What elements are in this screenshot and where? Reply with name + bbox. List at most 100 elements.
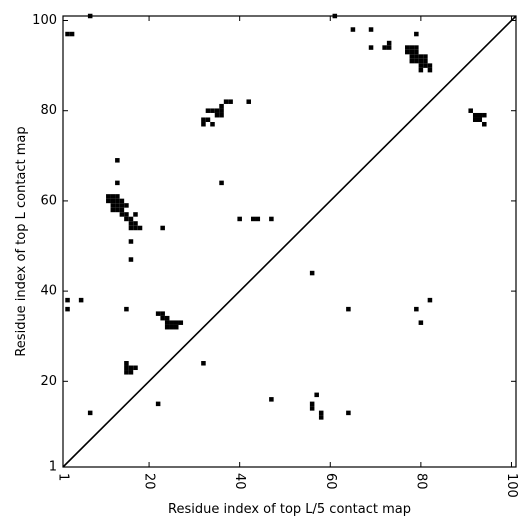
plot-frame xyxy=(62,15,517,468)
contact-cell xyxy=(137,225,143,231)
contact-cell xyxy=(205,108,211,113)
contact-cell xyxy=(219,108,224,113)
contact-cell xyxy=(119,212,125,217)
contact-cell xyxy=(423,58,428,64)
contact-cell xyxy=(386,45,392,50)
contact-cell xyxy=(128,239,134,244)
contact-cell xyxy=(65,297,70,303)
x-tick-label: 60 xyxy=(323,473,338,490)
contact-cell xyxy=(110,207,116,213)
contact-cell xyxy=(124,216,129,222)
contact-cell xyxy=(133,221,138,226)
contact-cell xyxy=(169,324,174,330)
contact-cell xyxy=(205,117,211,122)
contact-cell xyxy=(309,270,315,276)
contact-cell xyxy=(128,225,134,231)
contact-cell xyxy=(164,315,170,321)
y-tick-label: 20 xyxy=(40,374,57,389)
contact-cell xyxy=(87,410,93,416)
contact-cell xyxy=(110,203,116,208)
contact-cell xyxy=(115,158,120,163)
contact-cell xyxy=(269,397,274,402)
contact-cell xyxy=(318,415,324,420)
contact-cell xyxy=(133,225,138,231)
contact-cell xyxy=(78,297,84,303)
contact-cell xyxy=(128,216,134,222)
contact-cell xyxy=(210,121,215,127)
contact-cell xyxy=(173,320,179,325)
contact-cell xyxy=(128,365,134,371)
contact-cell xyxy=(418,63,424,68)
contact-cell xyxy=(115,180,120,186)
contact-cell xyxy=(115,207,120,213)
contact-cell xyxy=(110,194,116,199)
contact-cell xyxy=(124,203,129,208)
contact-cell xyxy=(409,45,415,50)
contact-cell xyxy=(246,99,251,104)
contact-cell xyxy=(255,216,261,222)
contact-cell xyxy=(106,198,111,204)
contact-cell xyxy=(346,410,351,416)
contact-cell xyxy=(269,216,274,222)
contact-cell xyxy=(169,320,174,325)
contact-cell xyxy=(69,31,75,37)
contact-cell xyxy=(368,45,374,50)
contact-cell xyxy=(160,315,165,321)
contact-cell xyxy=(219,180,224,186)
contact-cell xyxy=(382,45,387,50)
contact-cell xyxy=(427,297,433,303)
contact-cell xyxy=(115,203,120,208)
contact-cell xyxy=(201,361,206,366)
contact-cell xyxy=(418,54,424,59)
x-tick-label: 100 xyxy=(504,473,519,498)
y-axis-label: Residue index of top L contact map xyxy=(14,126,29,356)
diagonal-line xyxy=(62,15,517,468)
contact-cell xyxy=(314,392,319,398)
contact-cell xyxy=(155,401,161,407)
contact-cell xyxy=(124,306,129,312)
contact-cell xyxy=(160,225,165,231)
contact-cell xyxy=(414,49,419,55)
contact-cell xyxy=(124,365,129,371)
contact-cell xyxy=(309,406,315,411)
contact-cell xyxy=(119,203,125,208)
contact-cell xyxy=(115,194,120,199)
contact-cell xyxy=(350,27,356,32)
y-tick-label: 60 xyxy=(40,193,57,208)
x-axis-label: Residue index of top L/5 contact map xyxy=(168,502,411,517)
x-tick-label: 80 xyxy=(413,473,428,490)
contact-cell xyxy=(219,112,224,118)
contact-cell xyxy=(482,121,487,127)
contact-cell xyxy=(128,221,134,226)
contact-cell xyxy=(124,212,129,217)
contact-cell xyxy=(468,108,473,113)
contact-cell xyxy=(237,216,242,222)
y-tick-label: 100 xyxy=(32,13,57,28)
contact-cell xyxy=(346,306,351,312)
contact-cell xyxy=(160,311,165,316)
contact-cell xyxy=(318,410,324,416)
contact-cells xyxy=(65,13,487,420)
contact-cell xyxy=(472,112,478,118)
contact-cell xyxy=(164,320,170,325)
contact-cell xyxy=(133,365,138,371)
contact-cell xyxy=(405,45,410,50)
contact-cell xyxy=(155,311,161,316)
contact-cell xyxy=(414,58,419,64)
contact-cell xyxy=(164,324,170,330)
contact-cell xyxy=(219,103,224,109)
contact-cell xyxy=(65,31,70,37)
y-tick-label: 40 xyxy=(40,284,57,299)
contact-cell xyxy=(414,45,419,50)
contact-cell xyxy=(128,370,134,375)
x-tick-label: 20 xyxy=(142,473,157,490)
contact-cell xyxy=(124,361,129,366)
contact-cell xyxy=(414,54,419,59)
contact-cell xyxy=(427,67,433,73)
contact-cell xyxy=(214,108,220,113)
contact-cell xyxy=(223,99,229,104)
contact-cell xyxy=(251,216,256,222)
contact-cell xyxy=(201,121,206,127)
contact-cell xyxy=(409,49,415,55)
